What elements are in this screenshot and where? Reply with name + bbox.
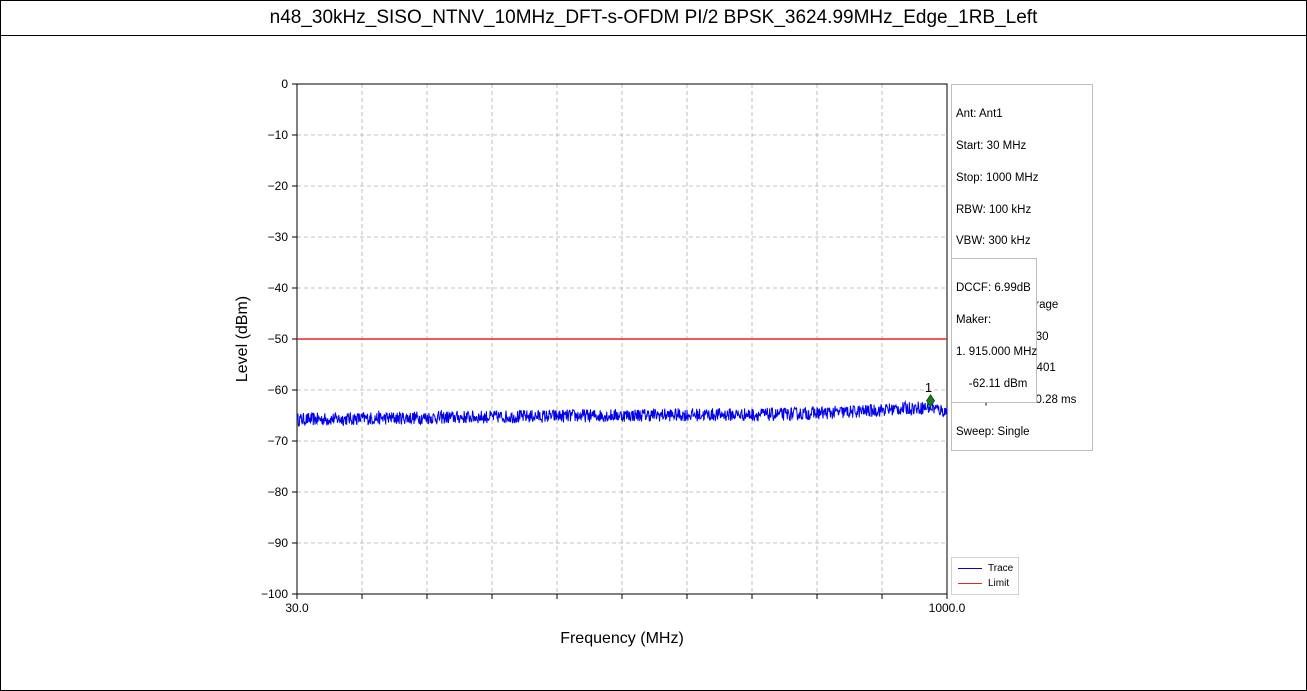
- x-tick-label: 30.0: [285, 601, 309, 615]
- legend-swatch-limit: [958, 582, 982, 584]
- y-tick-label: −30: [268, 230, 289, 244]
- legend-label-limit: Limit: [988, 577, 1010, 589]
- y-tick-label: −70: [268, 434, 289, 448]
- y-tick-label: −10: [268, 128, 289, 142]
- settings-line: Ant: Ant1: [956, 108, 1003, 121]
- y-axis-label: Level (dBm): [234, 296, 251, 382]
- marker-info-box: DCCF: 6.99dB Maker: 1. 915.000 MHz -62.1…: [951, 258, 1037, 403]
- settings-line: Start: 30 MHz: [956, 139, 1027, 152]
- y-tick-label: −60: [268, 383, 289, 397]
- marker-info-line: 1. 915.000 MHz: [956, 345, 1038, 358]
- trace-line: [296, 399, 948, 427]
- y-tick-label: −100: [261, 587, 288, 601]
- marker-diamond: [926, 394, 936, 408]
- y-tick-label: −40: [268, 281, 289, 295]
- settings-line: RBW: 100 kHz: [956, 203, 1032, 216]
- settings-line: VBW: 300 kHz: [956, 235, 1031, 248]
- y-tick-label: −90: [268, 536, 289, 550]
- marker-info-line: DCCF: 6.99dB: [956, 282, 1031, 295]
- y-tick-label: −80: [268, 485, 289, 499]
- plot-title: n48_30kHz_SISO_NTNV_10MHz_DFT-s-OFDM PI/…: [1, 1, 1306, 36]
- legend-swatch-trace: [958, 567, 982, 569]
- settings-line: Sweep: Single: [956, 426, 1030, 438]
- x-tick-label: 1000.0: [929, 601, 966, 615]
- marker-info-line: Maker:: [956, 313, 992, 326]
- marker-info-line: -62.11 dBm: [956, 377, 1028, 390]
- marker-label: 1: [925, 380, 932, 395]
- y-tick-label: −20: [268, 179, 289, 193]
- x-axis-label: Frequency (MHz): [560, 630, 684, 647]
- legend: Trace Limit: [951, 557, 1019, 595]
- legend-item-trace: Trace: [958, 561, 1013, 575]
- legend-item-limit: Limit: [958, 576, 1009, 590]
- legend-label-trace: Trace: [988, 562, 1014, 574]
- settings-line: Stop: 1000 MHz: [956, 171, 1039, 184]
- y-tick-label: 0: [281, 77, 288, 91]
- y-tick-label: −50: [268, 332, 289, 346]
